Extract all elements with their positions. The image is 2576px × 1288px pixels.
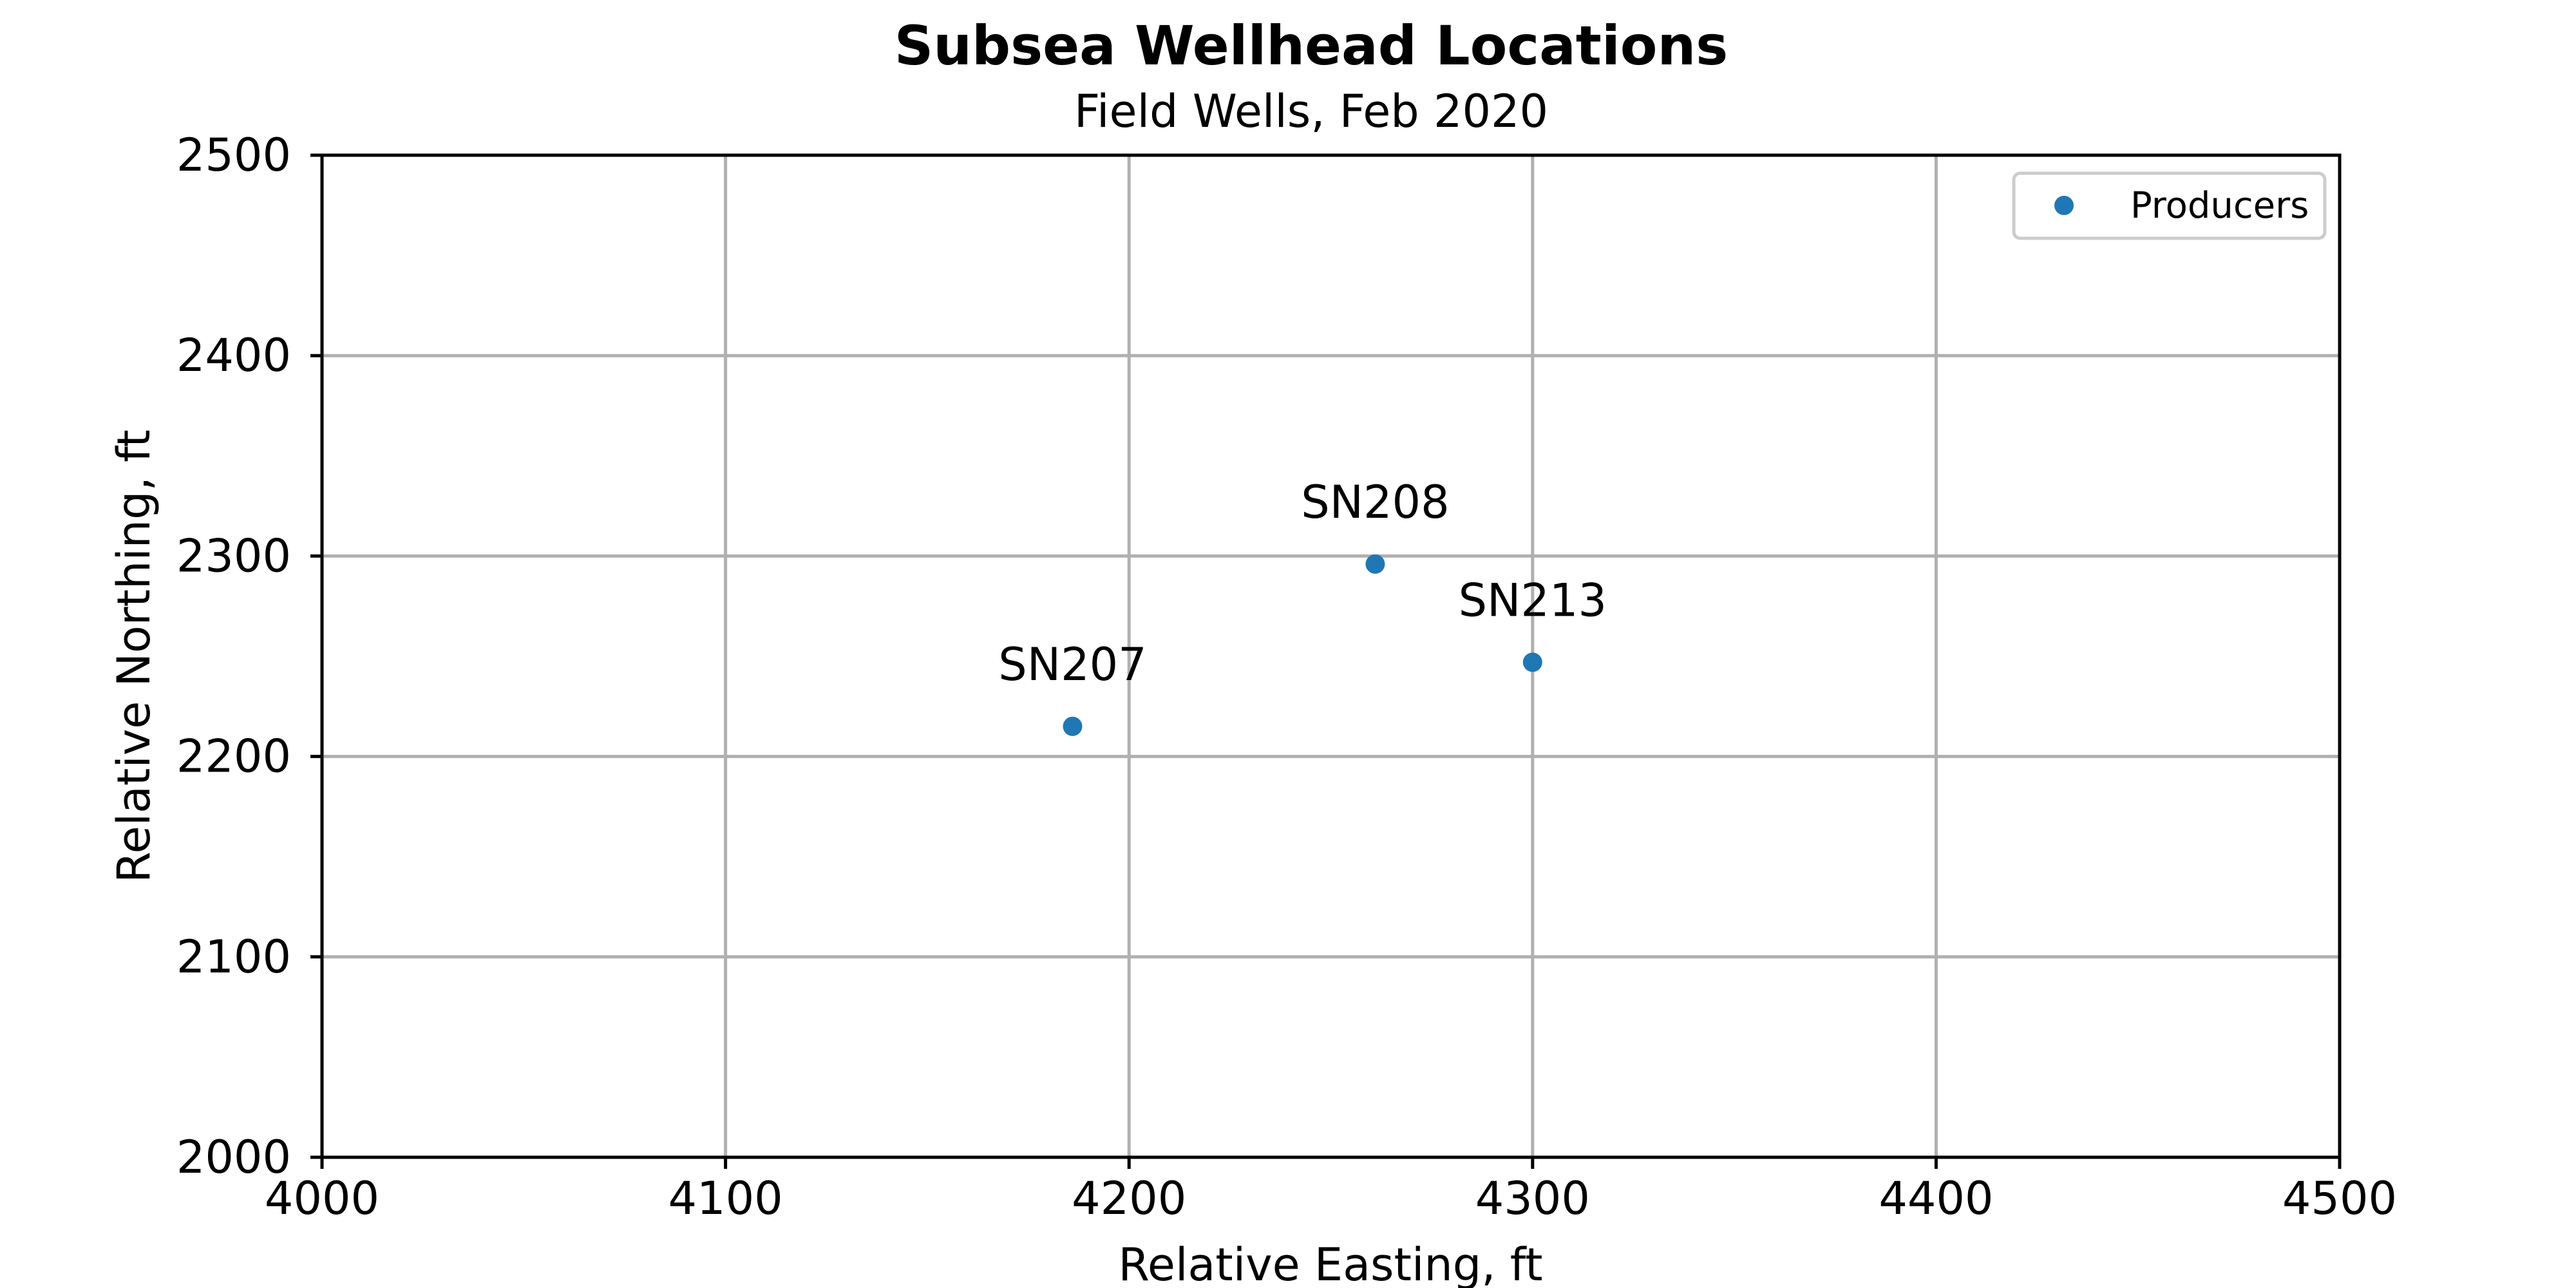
x-tick-label: 4400 <box>1879 1172 1993 1225</box>
y-tick-label: 2400 <box>176 329 291 382</box>
legend: Producers <box>2012 171 2327 240</box>
y-tick-label: 2300 <box>176 529 291 582</box>
y-tick-label: 2100 <box>176 931 291 983</box>
y-axis-label: Relative Northing, ft <box>108 430 160 883</box>
data-point-sn207 <box>1063 716 1083 736</box>
x-tick-label: 4300 <box>1475 1172 1590 1225</box>
data-point-sn213 <box>1522 652 1542 672</box>
point-label-sn208: SN208 <box>1301 476 1449 529</box>
x-axis-label: Relative Easting, ft <box>1118 1238 1542 1288</box>
legend-label-producers: Producers <box>2130 185 2309 227</box>
legend-marker <box>2054 196 2074 215</box>
legend-box <box>2012 171 2327 240</box>
axis-ticks: 4000 4100 4200 4300 4400 4500 2000 2100 2200 2300… <box>176 129 2397 1225</box>
y-tick-label: 2500 <box>176 129 291 182</box>
chart-subtitle: Field Wells, Feb 2020 <box>1074 85 1548 138</box>
y-tick-label: 2200 <box>176 730 291 783</box>
grid-lines <box>320 153 2342 1159</box>
chart-title: Subsea Wellhead Locations <box>895 14 1728 77</box>
point-label-sn207: SN207 <box>998 638 1146 691</box>
data-point-sn208 <box>1365 554 1385 574</box>
x-tick-label: 4200 <box>1072 1172 1186 1225</box>
plot-area-frame <box>320 153 2342 1159</box>
x-tick-label: 4000 <box>265 1172 379 1225</box>
y-tick-label: 2000 <box>176 1131 291 1184</box>
x-tick-label: 4100 <box>668 1172 783 1225</box>
point-label-sn213: SN213 <box>1459 574 1607 627</box>
x-tick-label: 4500 <box>2282 1172 2397 1225</box>
